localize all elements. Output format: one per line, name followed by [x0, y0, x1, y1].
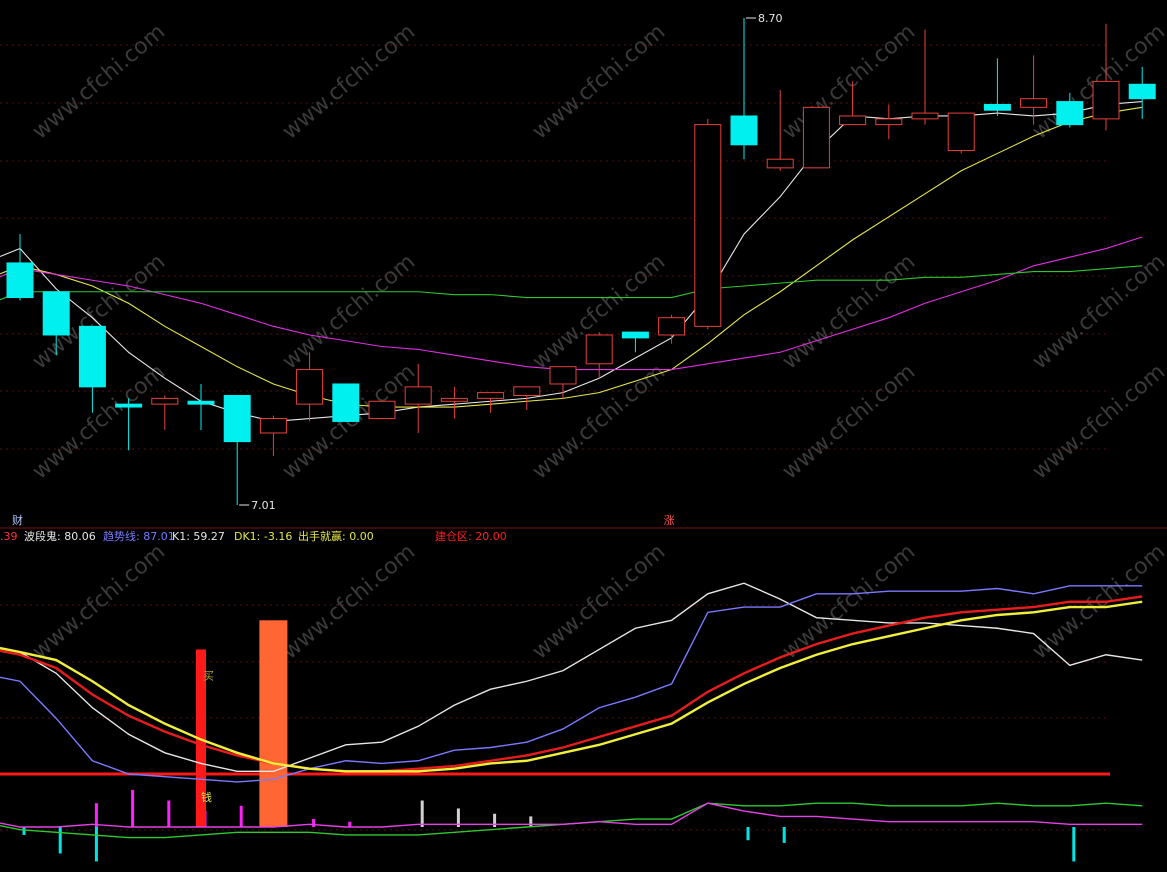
indicator-line: [0, 600, 1143, 773]
watermark-text: www.cfchi.com: [28, 539, 170, 664]
indicator-line: [0, 585, 1143, 783]
candle-body: [983, 103, 1011, 111]
candle-body: [404, 386, 432, 405]
candle-body: [947, 112, 975, 152]
legend-item: 出手就赢: 0.00: [298, 529, 374, 543]
candle-body: [259, 418, 287, 434]
price-marker-label: 财: [12, 513, 23, 527]
candle-body: [585, 334, 613, 365]
candle-body: [875, 118, 903, 126]
candle-body: [730, 115, 758, 146]
watermark-text: www.cfchi.com: [528, 539, 670, 664]
price-annotation-label: 8.70: [758, 12, 783, 25]
candle-body: [151, 397, 179, 405]
candle-body: [477, 392, 505, 399]
watermark-text: www.cfchi.com: [278, 19, 420, 144]
candle-body: [78, 325, 106, 388]
candle-body: [1128, 83, 1156, 100]
candle-body: [332, 383, 360, 422]
candle-body: [621, 331, 649, 339]
indicator-line: [0, 802, 1143, 839]
ma-line: [0, 106, 1143, 408]
watermark-text: www.cfchi.com: [1028, 249, 1167, 374]
candle-body: [839, 115, 867, 126]
candle-body: [368, 400, 396, 420]
candle-body: [911, 112, 939, 120]
indicator-line: [0, 595, 1143, 773]
watermark-text: www.cfchi.com: [778, 19, 920, 144]
candle-body: [1020, 98, 1048, 108]
ma-line: [0, 265, 1143, 301]
indicator-line: [0, 802, 1143, 828]
candle-body: [42, 291, 70, 336]
signal-bar: [259, 620, 288, 827]
legend-item: 建仓区: 20.00: [435, 529, 507, 543]
candle-body: [1056, 101, 1084, 126]
watermark-text: www.cfchi.com: [278, 249, 420, 374]
candle-body: [802, 106, 830, 169]
candle-body: [6, 262, 34, 299]
candle-body: [115, 403, 143, 408]
signal-label-top: 买: [203, 669, 214, 682]
price-annotation-label: 7.01: [251, 499, 276, 512]
candle-body: [1092, 80, 1120, 120]
price-marker-label: 涨: [664, 514, 675, 527]
indicator-line: [0, 582, 1143, 773]
candle-body: [766, 158, 794, 169]
watermark-text: www.cfchi.com: [778, 249, 920, 374]
watermark-text: www.cfchi.com: [528, 19, 670, 144]
candle-body: [549, 366, 577, 385]
candle-body: [296, 369, 324, 405]
candle-body: [513, 386, 541, 396]
candle-body: [223, 394, 251, 443]
indicator-panel: 买钱: [0, 582, 1143, 862]
watermark-text: www.cfchi.com: [28, 19, 170, 144]
signal-bar: [196, 649, 206, 827]
candle-body: [440, 397, 468, 402]
candle-body: [658, 317, 686, 336]
legend-item: 波段鬼: 80.06: [24, 529, 96, 543]
price-panel: 8.70 7.01 财 涨: [0, 12, 1156, 527]
grid-layer: [0, 44, 1110, 831]
watermark-text: www.cfchi.com: [1028, 359, 1167, 484]
candle-body: [694, 124, 722, 327]
legend-item: 趋势线: 87.01: [103, 529, 175, 543]
watermark-text: www.cfchi.com: [278, 539, 420, 664]
legend-item: K1: 59.27: [172, 530, 225, 543]
legend-item: .39: [0, 530, 18, 543]
signal-label-bottom: 钱: [201, 790, 212, 804]
watermark-text: www.cfchi.com: [778, 359, 920, 484]
legend-item: DK1: -3.16: [234, 530, 292, 543]
candle-body: [187, 400, 215, 405]
